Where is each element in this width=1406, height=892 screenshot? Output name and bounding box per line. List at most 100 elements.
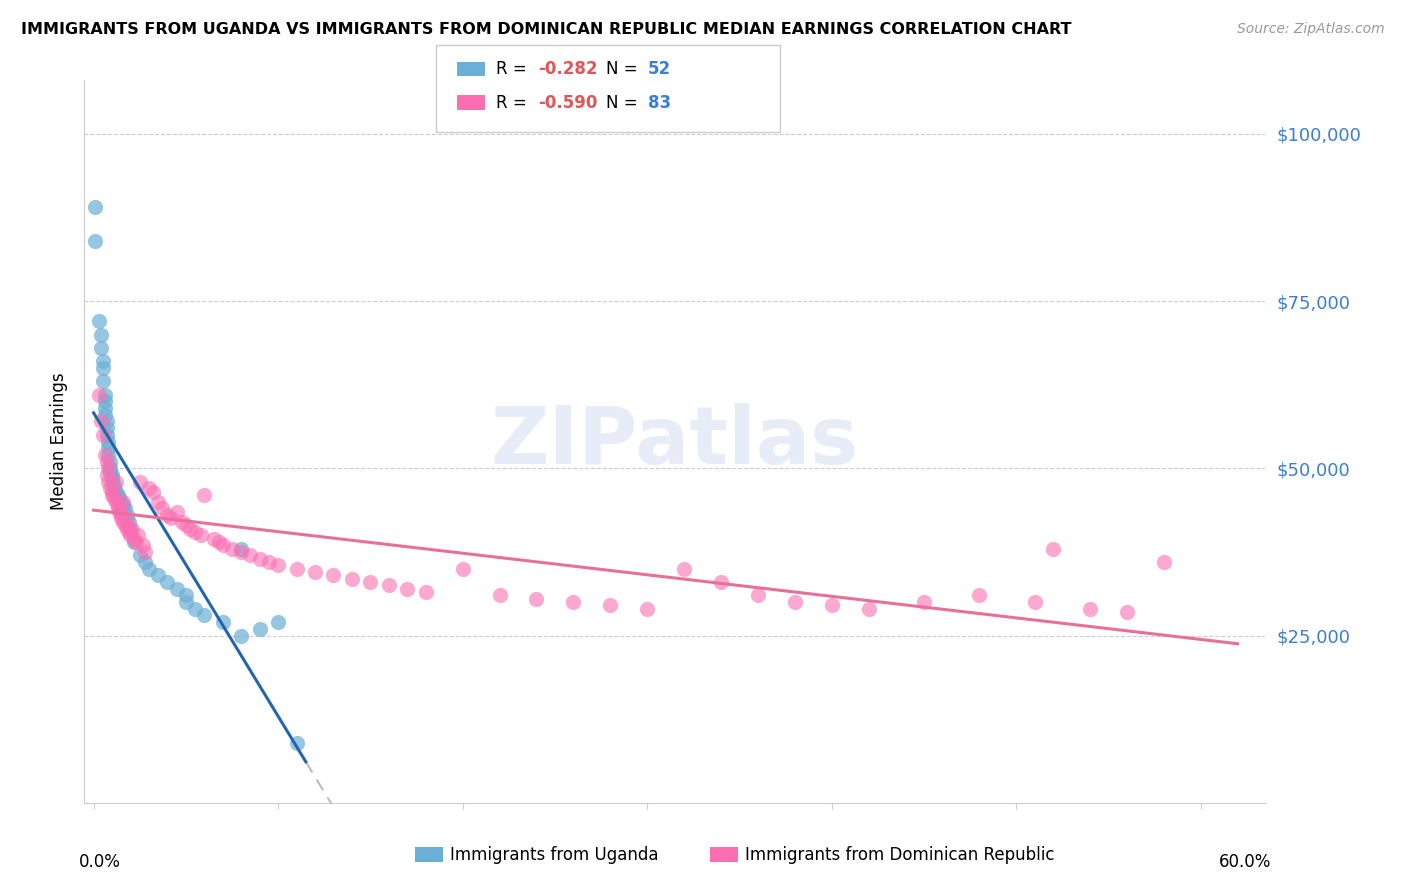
Point: [267, 558, 290, 573]
Point: [91, 375, 114, 389]
Point: [96, 454, 118, 469]
Point: [166, 505, 188, 519]
Point: [115, 521, 138, 535]
Point: [239, 548, 262, 563]
Point: [747, 589, 769, 603]
Point: [138, 562, 160, 576]
Point: [120, 521, 142, 535]
Point: [1116, 605, 1139, 619]
Point: [174, 518, 197, 533]
Point: [174, 595, 197, 609]
Point: [134, 555, 156, 569]
Point: [156, 508, 179, 523]
Point: [184, 524, 207, 539]
Point: [91, 427, 114, 442]
Point: [101, 475, 124, 489]
Point: [132, 538, 155, 552]
Point: [84, 234, 107, 248]
Point: [127, 528, 149, 542]
Point: [101, 484, 124, 499]
Point: [912, 595, 935, 609]
Point: [96, 427, 118, 442]
Point: [108, 491, 131, 506]
Point: [969, 589, 991, 603]
Point: [128, 548, 150, 563]
Point: [107, 498, 129, 512]
Point: [174, 589, 197, 603]
Point: [858, 602, 880, 616]
Point: [114, 501, 136, 516]
Point: [107, 501, 129, 516]
Point: [118, 524, 141, 539]
Point: [96, 467, 118, 482]
Point: [84, 201, 107, 215]
Point: [118, 515, 141, 529]
Point: [193, 608, 215, 623]
Point: [211, 615, 233, 630]
Text: Immigrants from Uganda: Immigrants from Uganda: [450, 846, 658, 863]
Text: 60.0%: 60.0%: [1219, 854, 1271, 871]
Point: [451, 562, 474, 576]
Point: [104, 475, 127, 489]
Text: ZIPatlas: ZIPatlas: [491, 402, 859, 481]
Point: [488, 589, 510, 603]
Point: [98, 461, 121, 475]
Text: R =: R =: [496, 60, 533, 78]
Point: [91, 361, 114, 376]
Point: [148, 568, 170, 582]
Point: [90, 341, 112, 355]
Point: [231, 541, 253, 556]
Point: [562, 595, 585, 609]
Point: [193, 488, 215, 502]
Point: [673, 562, 696, 576]
Point: [120, 528, 142, 542]
Point: [636, 602, 658, 616]
Point: [322, 568, 344, 582]
Point: [112, 515, 135, 529]
Point: [285, 562, 308, 576]
Point: [97, 434, 120, 449]
Point: [249, 551, 271, 566]
Point: [190, 528, 212, 542]
Point: [1042, 541, 1064, 556]
Point: [107, 488, 129, 502]
Point: [1078, 602, 1101, 616]
Point: [87, 314, 111, 328]
Point: [821, 599, 844, 613]
Point: [97, 461, 120, 475]
Point: [97, 475, 120, 489]
Point: [93, 401, 115, 416]
Point: [142, 484, 165, 499]
Point: [184, 602, 207, 616]
Point: [115, 508, 138, 523]
Point: [104, 484, 127, 499]
Point: [208, 534, 231, 549]
Point: [138, 482, 160, 496]
Point: [267, 615, 290, 630]
Point: [91, 354, 114, 368]
Point: [128, 475, 150, 489]
Point: [98, 482, 121, 496]
Point: [221, 541, 243, 556]
Point: [231, 628, 253, 642]
Point: [359, 575, 381, 590]
Point: [90, 414, 112, 428]
Point: [150, 501, 173, 516]
Point: [87, 387, 111, 401]
Point: [599, 599, 621, 613]
Point: [104, 494, 127, 508]
Point: [231, 545, 253, 559]
Point: [101, 488, 124, 502]
Point: [304, 565, 326, 579]
Text: IMMIGRANTS FROM UGANDA VS IMMIGRANTS FROM DOMINICAN REPUBLIC MEDIAN EARNINGS COR: IMMIGRANTS FROM UGANDA VS IMMIGRANTS FRO…: [21, 22, 1071, 37]
Point: [160, 511, 183, 525]
Point: [134, 545, 156, 559]
Point: [211, 538, 233, 552]
Point: [415, 585, 437, 599]
Point: [526, 591, 548, 606]
Point: [1153, 555, 1175, 569]
Point: [93, 408, 115, 422]
Point: [103, 491, 125, 506]
Point: [93, 387, 115, 401]
Point: [112, 494, 135, 508]
